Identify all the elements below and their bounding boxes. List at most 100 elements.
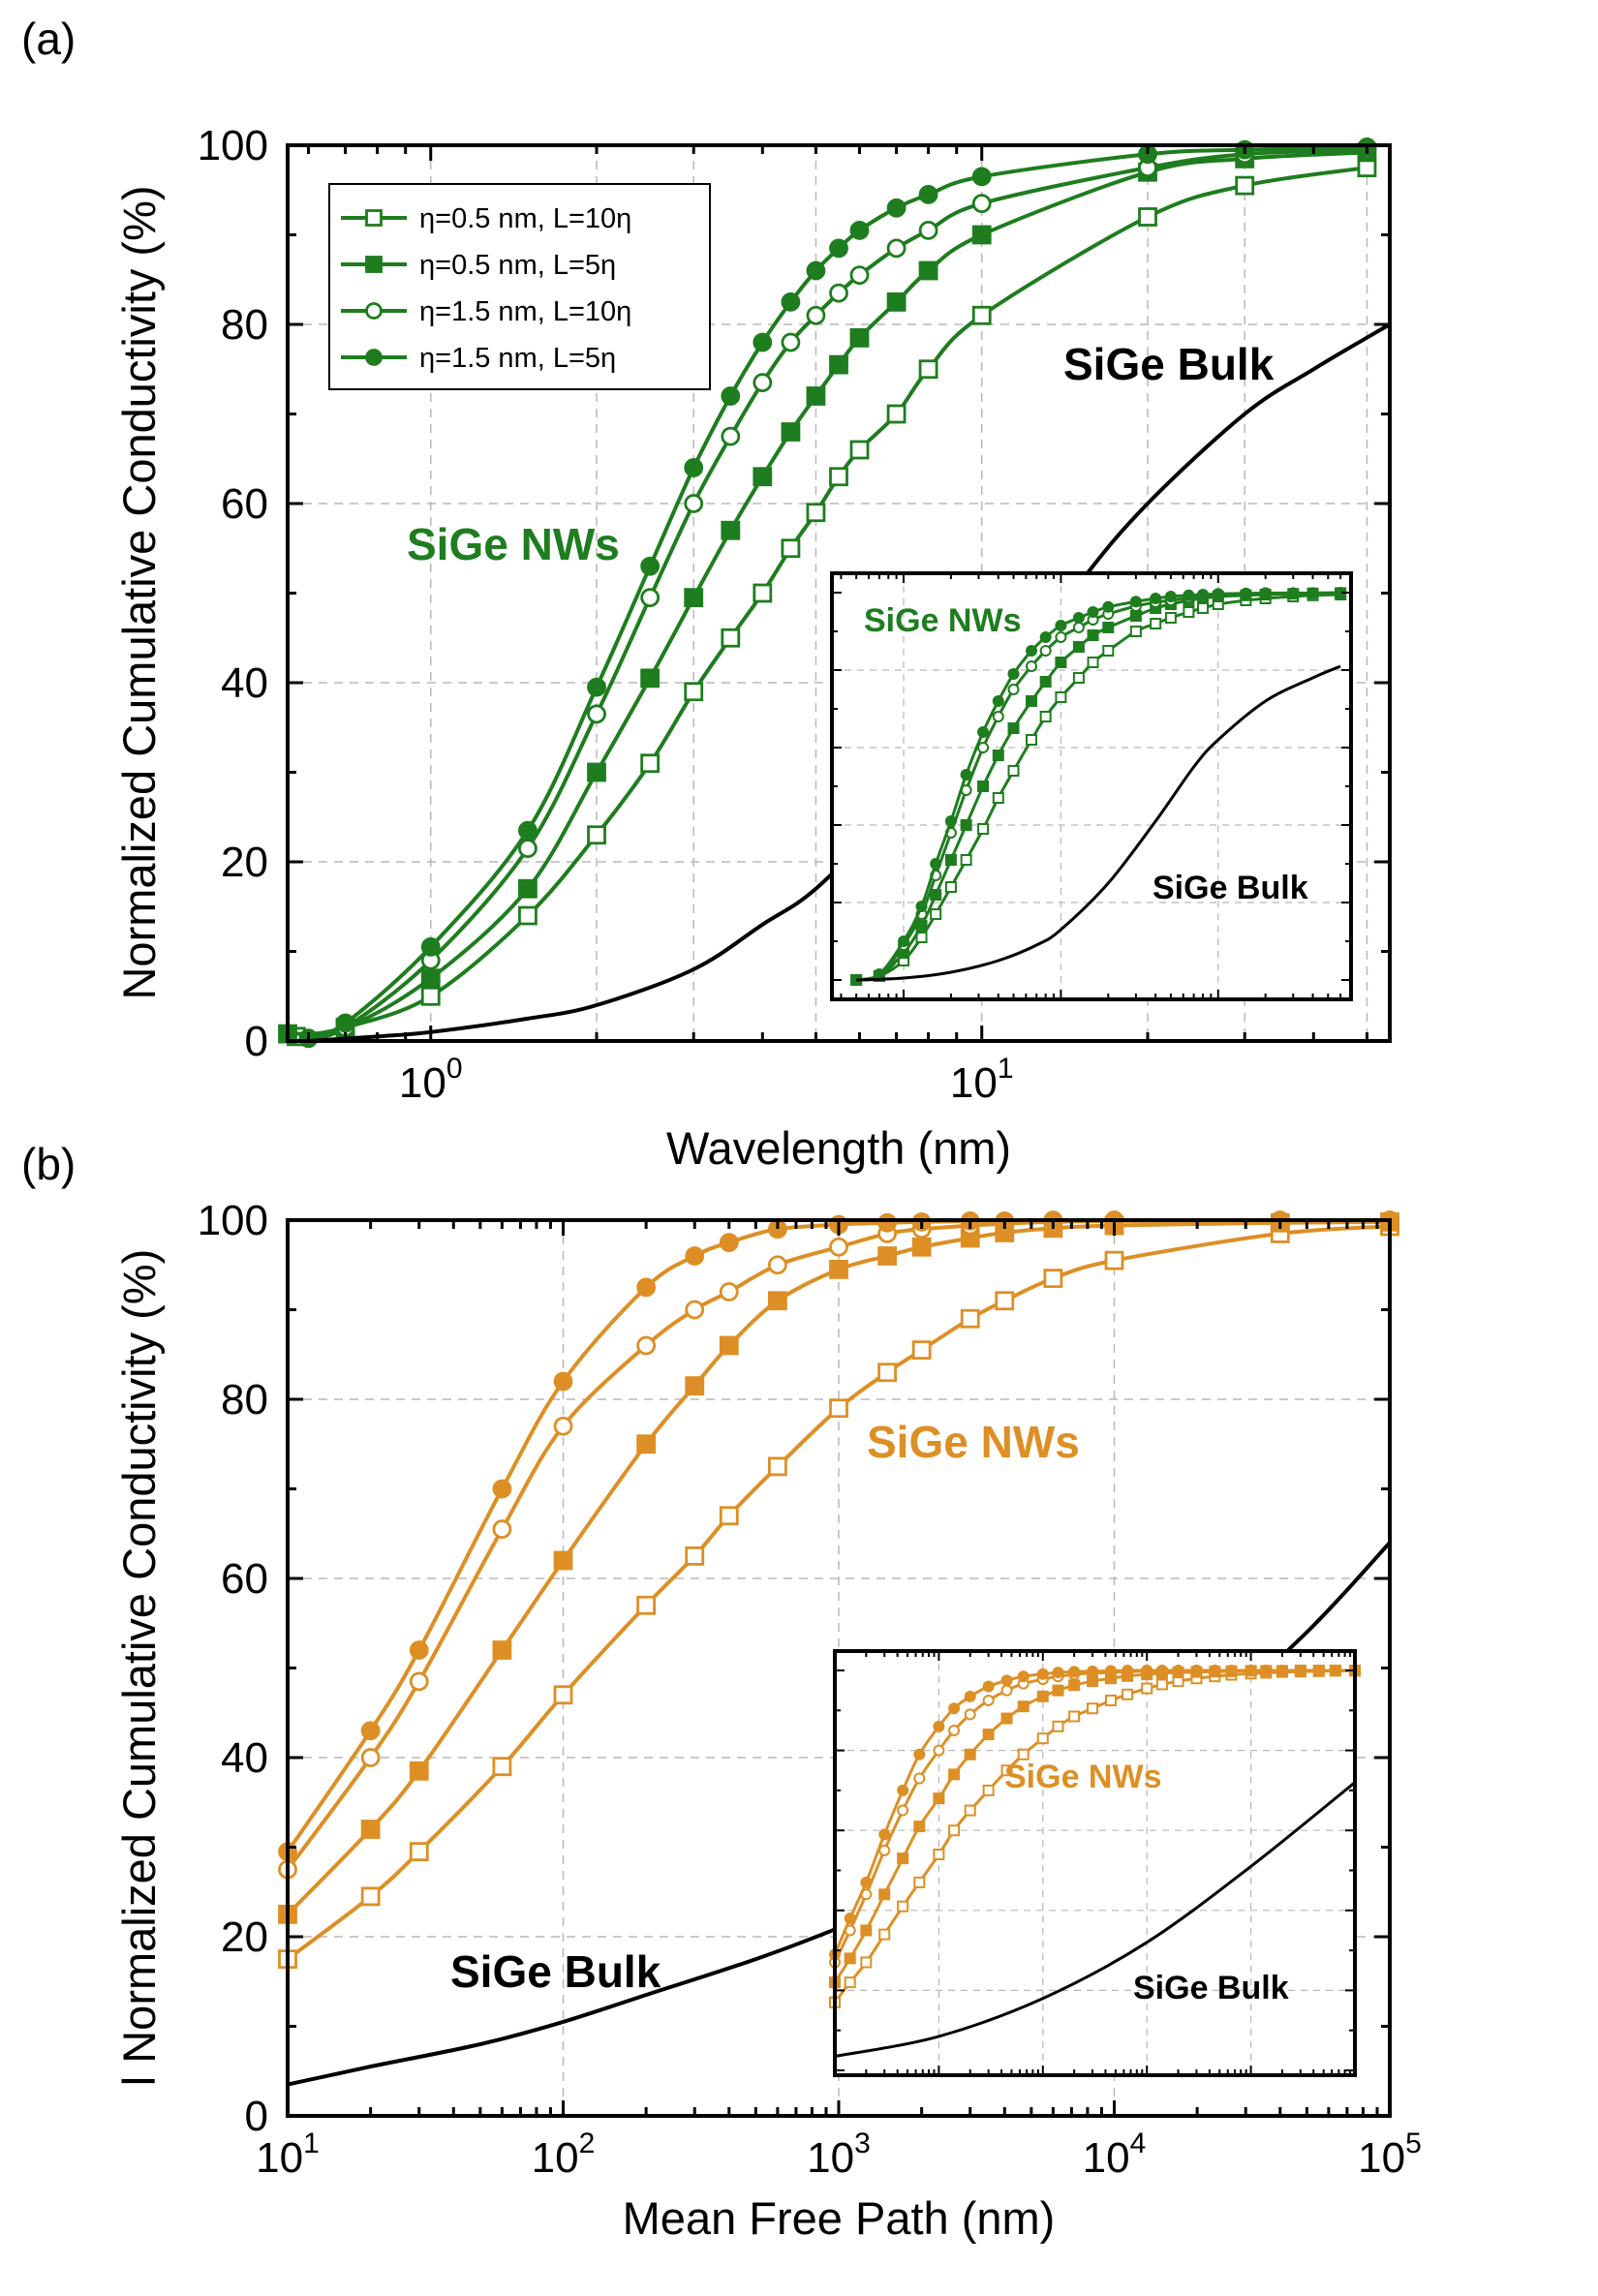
panel-b-curves [278,1210,1399,2087]
y-tick-label: 80 [221,301,268,349]
data-point [360,1820,381,1839]
data-point [944,881,957,893]
y-tick-label: 20 [221,839,268,886]
data-point [719,1282,739,1301]
data-point [964,1804,976,1817]
data-point [944,854,957,866]
x-tick-label: 100 [399,1053,463,1107]
y-tick-label: 80 [221,1376,268,1424]
data-point [806,260,826,281]
data-point [897,1804,909,1817]
data-point [587,677,606,697]
y-tick-label: 60 [221,1555,268,1603]
inset-b-nws-annotation: SiGe NWs [1004,1759,1161,1795]
data-point [781,332,801,352]
data-point [913,1876,926,1888]
data-point [1007,765,1020,777]
legend-entry-3: η=1.5 nm, L=5η [341,343,616,374]
data-point [518,820,538,841]
panel-a-x-axis-title: Wavelength (nm) [666,1122,1011,1174]
data-point [1055,691,1067,703]
data-point [587,825,606,845]
x-tick-label: 104 [1083,2128,1147,2182]
data-point [640,668,661,689]
inset-a-nws-annotation: SiGe NWs [864,602,1021,639]
data-point [1007,684,1020,695]
data-point [1104,1250,1124,1270]
data-point [1026,695,1038,707]
data-point [897,1900,909,1913]
x-tick-label: 103 [807,2128,871,2182]
legend-entry-2: η=1.5 nm, L=10η [341,296,631,327]
data-point [1104,1665,1117,1677]
series-4-bulk [834,1781,1356,2058]
data-point [829,1237,848,1257]
data-point [1155,1678,1168,1691]
data-point [849,265,870,286]
data-point [587,704,606,724]
data-point [948,1724,961,1736]
data-point [1183,589,1195,601]
data-point [1017,1670,1029,1683]
data-point [960,769,972,781]
data-point [636,1595,657,1615]
panel-b-x-axis-title: Mean Free Path (nm) [623,2192,1056,2244]
data-point [1287,587,1300,599]
data-point [1190,1665,1203,1676]
data-point [911,1237,932,1257]
data-point [781,422,801,442]
legend-marker [365,256,383,273]
data-point [1275,1665,1288,1676]
panel-a-bulk-annotation: SiGe Bulk [1063,339,1275,389]
data-point [829,1259,848,1279]
data-point [1068,1679,1081,1692]
data-point [1141,1665,1153,1676]
legend-label: η=0.5 nm, L=10η [419,203,631,234]
data-point [420,936,441,957]
data-point [948,1824,961,1837]
data-point [897,1852,909,1865]
data-point [1164,591,1177,602]
data-point [886,404,907,424]
data-point [930,889,942,901]
data-point [1129,596,1142,608]
data-point [1129,626,1142,637]
data-point [409,1640,429,1660]
data-point [553,1371,573,1392]
panel-a-ticks: 0 20 40 60 80 100 100 101 [198,122,1390,1107]
data-point [781,538,801,559]
data-point [971,194,992,214]
data-point [1036,1690,1049,1702]
data-point [918,220,938,240]
panel-b-nws-annotation: SiGe NWs [867,1417,1080,1467]
data-point [878,1888,891,1901]
data-point [553,1416,573,1436]
data-point [982,1729,995,1741]
data-point [982,1694,995,1706]
inset-b-background [835,1651,1355,2075]
inset-a-curves [850,587,1347,986]
data-point [1235,175,1255,196]
panel-a-label: (a) [21,14,76,64]
data-point [930,908,942,920]
data-point [913,1748,926,1760]
data-point [886,291,907,312]
data-point [806,386,826,406]
data-point [1026,645,1038,657]
data-point [911,1340,932,1361]
data-point [849,220,870,240]
panel-a: (a) 0 20 40 60 80 100 100 101 Wavelength (nm) N… [21,14,1392,1174]
data-point [829,283,848,303]
data-point [982,1680,995,1693]
y-tick-label: 40 [221,659,268,707]
data-point [409,1760,429,1781]
data-point [971,305,992,325]
data-point [721,520,741,540]
data-point [587,762,606,782]
data-point [1102,622,1115,633]
data-point [878,1828,891,1841]
data-point [684,682,704,702]
data-point [1026,660,1038,672]
data-point [1225,1665,1238,1676]
